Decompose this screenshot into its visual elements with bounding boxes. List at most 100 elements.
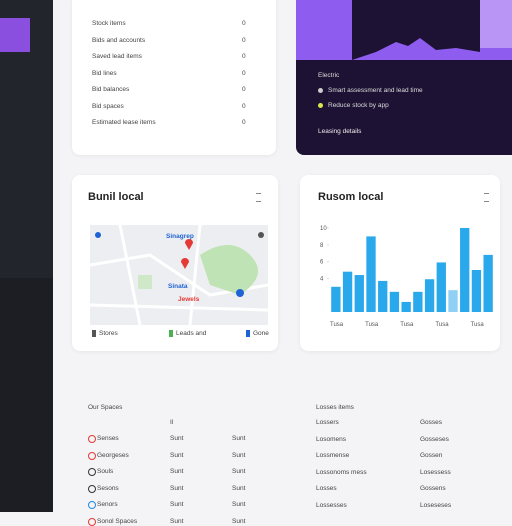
bullet	[318, 88, 323, 93]
bullet	[318, 103, 323, 108]
y-tick-label: 8	[320, 243, 324, 249]
map-label: Sinagrep	[166, 233, 194, 240]
y-tick-label: 6	[320, 260, 324, 266]
cell: Losomens	[316, 435, 346, 443]
card-title: Bunil local	[88, 191, 144, 203]
cell: Gosses	[420, 419, 443, 426]
bar	[354, 275, 364, 312]
y-tick-label: 10	[320, 226, 327, 232]
row-label: Bid lines	[92, 69, 117, 77]
cell: Loseseses	[420, 501, 452, 509]
row-value: 0	[242, 119, 246, 126]
bar	[460, 228, 470, 312]
row-label: Estimated lease items	[92, 119, 156, 126]
cell: Sunt	[170, 468, 184, 475]
bar	[389, 291, 400, 312]
row-value: 0	[242, 53, 246, 60]
cell: Sunt	[232, 451, 246, 459]
cell: Sonol Spaces	[97, 517, 138, 525]
feature-line: Electric	[318, 72, 340, 79]
bar	[471, 270, 482, 312]
cell: Sunt	[232, 468, 246, 475]
menu-icon	[484, 193, 489, 202]
feature-line: Smart assessment and lead time	[328, 87, 423, 94]
cell: Sunt	[170, 484, 184, 492]
cell: Sunt	[232, 501, 246, 508]
cell: Sunt	[170, 451, 184, 459]
row-icon	[88, 435, 96, 443]
cell: Gosseses	[420, 435, 449, 443]
cell: Gossens	[420, 485, 446, 492]
row-icon	[88, 501, 96, 509]
legend-label: Stores	[99, 330, 118, 337]
cell: Gossen	[420, 452, 443, 459]
legend-label: Leads and	[176, 330, 207, 337]
sidebar-lower	[0, 278, 53, 512]
cell: Lossers	[316, 419, 339, 426]
bar	[436, 262, 446, 312]
cell: Souls	[97, 468, 114, 475]
cell: Sunt	[232, 517, 246, 525]
x-tick-label: Tusa	[471, 322, 485, 328]
x-tick-label: Tusa	[365, 322, 379, 328]
row-value: 0	[242, 102, 246, 110]
cell: Sunt	[170, 517, 184, 525]
cell: Losessess	[420, 468, 451, 476]
cell: Losses	[316, 485, 337, 492]
losses-list: Losses items Lossers Gosses Losomens Gossese…	[300, 395, 500, 512]
cell: Sunt	[232, 435, 246, 442]
summary-card: Stock items 0 Bids and accounts 0 Saved lead…	[72, 0, 276, 155]
row-icon	[88, 484, 96, 493]
feature-footer: Leasing details	[318, 128, 362, 135]
row-label: Stock items	[92, 20, 126, 27]
map	[90, 225, 268, 325]
bar-chart: 4 6 8 10 Tusa Tusa Tusa Tusa Tusa	[320, 226, 493, 328]
row-label: Bids and accounts	[92, 36, 146, 44]
row-icon	[88, 517, 96, 526]
cell: Sunt	[170, 435, 184, 442]
logo-block	[0, 18, 30, 52]
legend-swatch	[169, 330, 173, 337]
map-label: Sinata	[168, 283, 188, 290]
x-tick-label: Tusa	[435, 322, 449, 328]
menu-icon	[256, 193, 261, 202]
x-tick-label: Tusa	[330, 322, 344, 328]
feature-card: Electric Smart assessment and lead time Re…	[296, 0, 512, 155]
cell: Sunt	[170, 501, 184, 508]
cell: Georgeses	[97, 451, 129, 459]
map-label: Jewels	[178, 296, 200, 303]
y-tick-label: 4	[320, 276, 324, 282]
cell: Lossesses	[316, 501, 347, 509]
x-tick-label: Tusa	[400, 322, 414, 328]
row-label: Saved lead items	[92, 53, 142, 60]
spaces-list: Our Spaces Il Senses Sunt Sunt Georgeses Sunt S…	[72, 395, 278, 526]
legend-swatch	[92, 330, 96, 337]
cell: Sunt	[232, 484, 246, 492]
row-value: 0	[242, 36, 246, 44]
chart-card: 4 6 8 10 Tusa Tusa Tusa Tusa Tusa Rusom local	[300, 175, 500, 351]
row-value: 0	[242, 20, 246, 27]
legend-swatch	[246, 330, 250, 337]
row-icon	[88, 451, 96, 460]
bar	[424, 279, 435, 312]
row-label: Bid balances	[92, 86, 130, 93]
list-header: Our Spaces	[88, 404, 123, 411]
cell: Senors	[97, 501, 118, 508]
cell: Lossmense	[316, 452, 350, 459]
row-icon	[88, 468, 96, 476]
cell: Sesons	[97, 484, 119, 492]
col-header: Il	[170, 419, 174, 426]
cell: Senses	[97, 435, 119, 442]
bar	[342, 271, 353, 312]
row-value: 0	[242, 86, 246, 93]
list-header: Losses items	[316, 404, 354, 411]
bar	[448, 290, 458, 312]
bar	[413, 291, 423, 312]
banner-image	[296, 0, 512, 60]
cell: Lossonoms mess	[316, 468, 367, 476]
card-title: Rusom local	[318, 191, 384, 203]
sidebar	[0, 0, 53, 512]
bar	[401, 301, 411, 312]
feature-line: Reduce stock by app	[328, 102, 389, 109]
